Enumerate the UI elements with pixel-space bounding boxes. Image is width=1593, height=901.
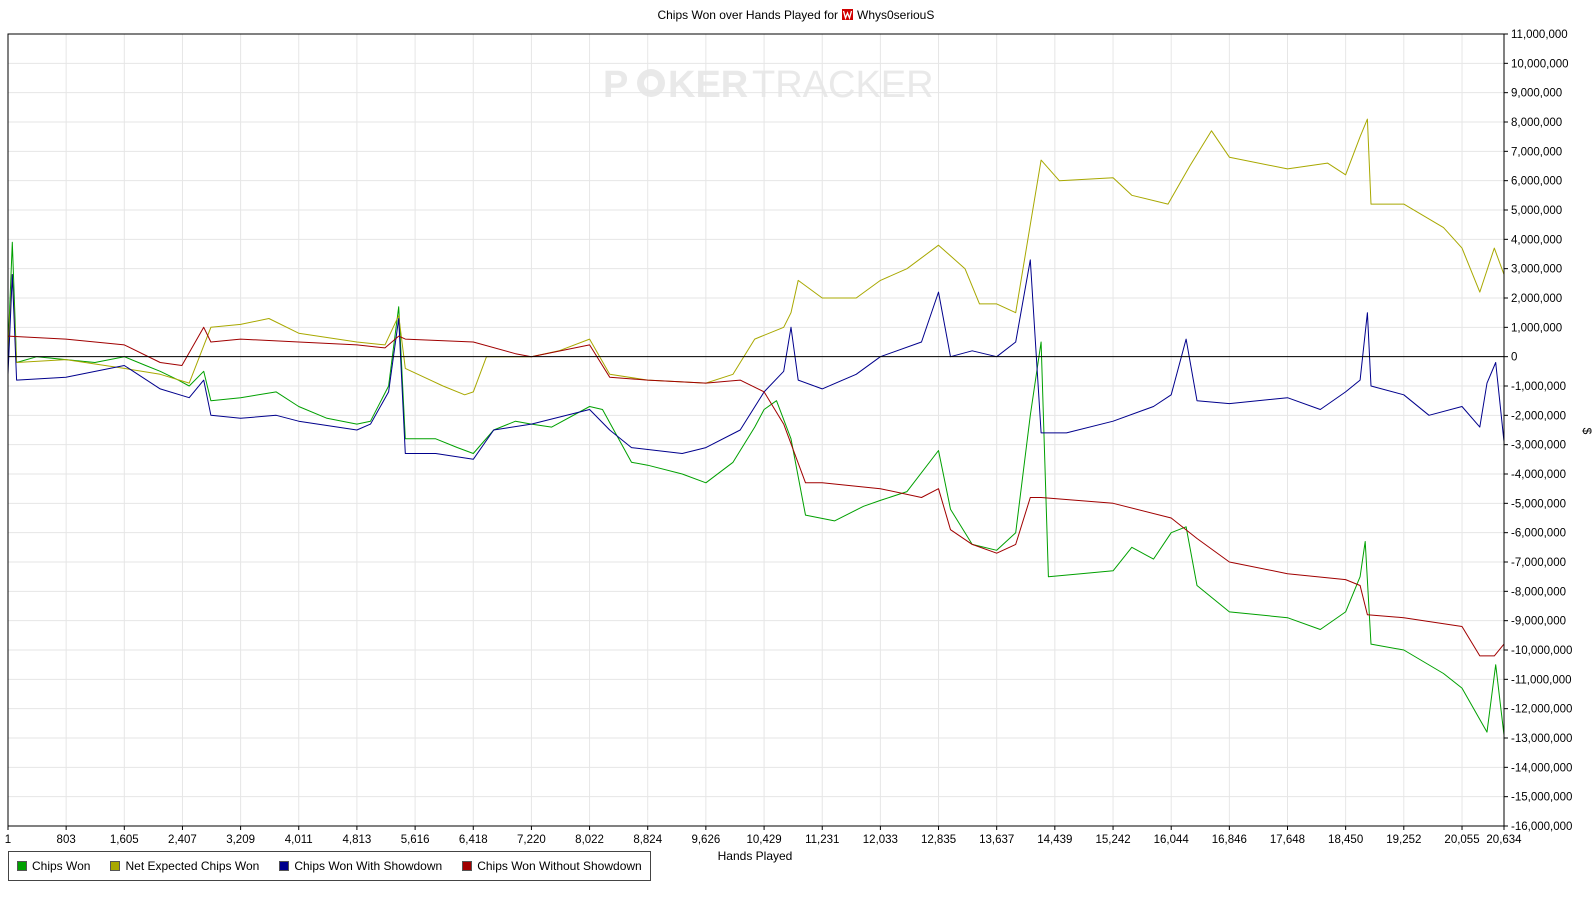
y-tick-label: 9,000,000: [1511, 88, 1562, 100]
series-line-0: [7, 241, 1505, 736]
x-tick-label: 10,429: [746, 834, 781, 846]
y-tick-label: -5,000,000: [1511, 498, 1566, 510]
chart-title: Chips Won over Hands Played for: [657, 8, 838, 22]
x-tick-label: 1,605: [110, 834, 139, 846]
x-tick-label: 13,637: [979, 834, 1014, 846]
y-tick-label: -6,000,000: [1511, 528, 1566, 540]
x-tick-label: 16,846: [1212, 834, 1247, 846]
y-tick-label: -4,000,000: [1511, 469, 1566, 481]
series-line-3: [7, 326, 1505, 657]
y-tick-label: -16,000,000: [1511, 821, 1572, 833]
player-site-icon: [842, 9, 853, 21]
y-tick-label: 2,000,000: [1511, 293, 1562, 305]
x-tick-label: 803: [57, 834, 76, 846]
x-tick-labels: 1 803 1,605 2,407 3,209 4,011 4,813 5,616 6,418 7…: [5, 834, 1522, 846]
watermark: P KER TRACKER: [603, 64, 934, 106]
x-tick-label: 12,835: [921, 834, 956, 846]
legend-label: Chips Won Without Showdown: [477, 859, 642, 873]
y-tick-label: -11,000,000: [1511, 674, 1572, 686]
axes: [7, 33, 1508, 830]
y-tick-label: -15,000,000: [1511, 792, 1572, 804]
y-tick-label: 11,000,000: [1511, 29, 1568, 41]
x-tick-label: 20,055: [1444, 834, 1479, 846]
x-tick-label: 11,231: [805, 834, 839, 846]
legend-swatch: [17, 861, 27, 871]
y-tick-label: -13,000,000: [1511, 733, 1572, 745]
legend-item-chips-won: Chips Won: [17, 859, 90, 873]
y-tick-label: -12,000,000: [1511, 704, 1572, 716]
x-tick-label: 7,220: [517, 834, 546, 846]
x-tick-label: 17,648: [1270, 834, 1305, 846]
x-tick-label: 4,011: [285, 834, 313, 846]
series-line-2: [7, 259, 1505, 460]
y-tick-label: 5,000,000: [1511, 205, 1562, 217]
gridlines: [8, 34, 1504, 826]
x-tick-label: 12,033: [863, 834, 898, 846]
watermark-p: P: [603, 64, 628, 106]
y-tick-label: -3,000,000: [1511, 440, 1566, 452]
legend-item-without-showdown: Chips Won Without Showdown: [462, 859, 642, 873]
watermark-ker: KER: [668, 64, 748, 106]
x-tick-label: 14,439: [1037, 834, 1072, 846]
y-tick-label: 4,000,000: [1511, 234, 1562, 246]
x-tick-label: 8,022: [575, 834, 604, 846]
legend-swatch: [462, 861, 473, 871]
y-tick-label: 6,000,000: [1511, 176, 1562, 188]
x-tick-label: 9,626: [691, 834, 720, 846]
y-tick-label: -8,000,000: [1511, 586, 1566, 598]
y-tick-label: 0: [1511, 352, 1517, 364]
y-tick-label: -2,000,000: [1511, 410, 1566, 422]
x-tick-label: 4,813: [343, 834, 372, 846]
y-tick-label: -10,000,000: [1511, 645, 1572, 657]
y-tick-label: 8,000,000: [1511, 117, 1562, 129]
x-tick-label: 6,418: [459, 834, 488, 846]
legend-swatch: [110, 861, 121, 871]
y-tick-label: 3,000,000: [1511, 264, 1562, 276]
legend-label: Chips Won: [32, 859, 91, 873]
y-tick-label: -1,000,000: [1511, 381, 1566, 393]
legend: Chips Won Net Expected Chips Won Chips W…: [8, 851, 651, 881]
x-tick-label: 16,044: [1154, 834, 1190, 846]
legend-item-with-showdown: Chips Won With Showdown: [279, 859, 442, 873]
x-tick-label: 20,634: [1486, 834, 1522, 846]
watermark-tracker: TRACKER: [752, 64, 934, 106]
y-tick-label: 1,000,000: [1511, 322, 1562, 334]
series-line-1: [7, 118, 1505, 396]
player-name: Whys0seriouS: [857, 8, 934, 22]
plot-border: [7, 33, 1505, 827]
series-lines: [7, 118, 1505, 736]
x-tick-label: 15,242: [1095, 834, 1130, 846]
x-tick-label: 5,616: [401, 834, 430, 846]
y-axis-label: $: [1580, 428, 1593, 435]
x-tick-label: 3,209: [226, 834, 255, 846]
y-tick-label: 7,000,000: [1511, 146, 1562, 158]
x-axis-label: Hands Played: [718, 849, 793, 863]
legend-label: Net Expected Chips Won: [125, 859, 260, 873]
legend-item-net-expected: Net Expected Chips Won: [110, 859, 259, 873]
y-tick-label: -9,000,000: [1511, 616, 1566, 628]
y-tick-label: -14,000,000: [1511, 762, 1572, 774]
legend-swatch: [279, 861, 290, 871]
y-tick-label: 10,000,000: [1511, 58, 1569, 70]
x-tick-label: 8,824: [633, 834, 662, 846]
x-tick-label: 19,252: [1386, 834, 1421, 846]
x-tick-label: 2,407: [168, 834, 197, 846]
legend-label: Chips Won With Showdown: [294, 859, 443, 873]
x-tick-label: 18,450: [1328, 834, 1363, 846]
y-tick-label: -7,000,000: [1511, 557, 1566, 569]
x-tick-label: 1: [5, 834, 11, 846]
y-tick-labels: 11,000,000 10,000,000 9,000,000 8,000,000 7,…: [1511, 29, 1572, 833]
